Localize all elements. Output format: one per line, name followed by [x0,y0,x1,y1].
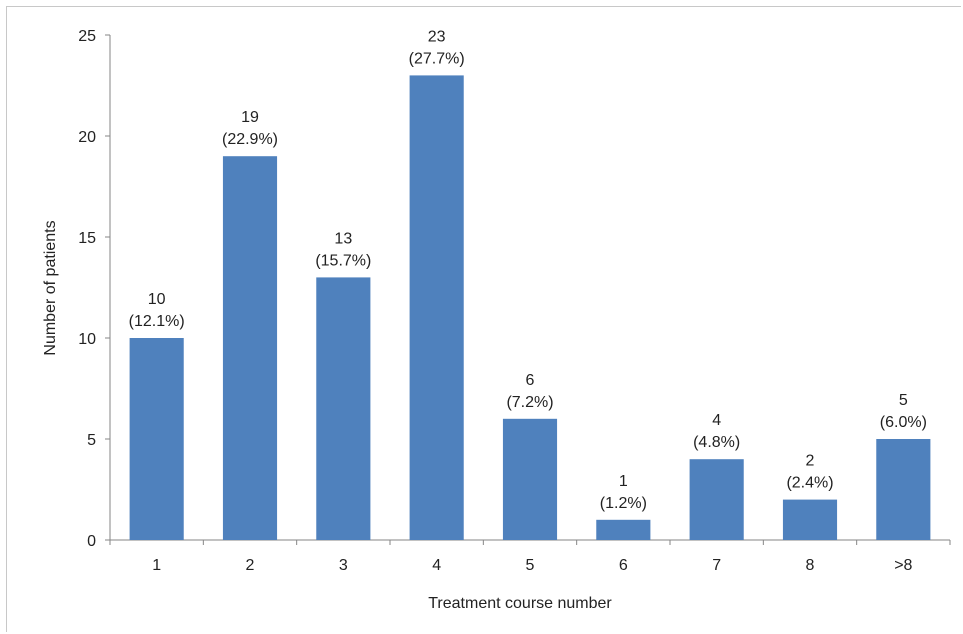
y-tick-label: 20 [78,129,96,146]
x-tick-label: 8 [806,557,815,574]
bar [409,75,464,541]
x-tick-label: >8 [894,557,912,574]
bar-percent-label: (4.8%) [693,434,740,451]
bar-percent-label: (12.1%) [129,313,185,330]
y-tick-label: 15 [78,230,96,247]
x-axis: 1 2 3 4 5 6 7 8 >8 [109,539,951,574]
y-axis: 0 5 10 15 20 25 [78,28,111,550]
x-tick-label: 4 [432,557,441,574]
bar-percent-label: (6.0%) [880,414,927,431]
bar [876,439,931,540]
x-axis-title: Treatment course number [428,595,612,612]
y-tick-label: 25 [78,28,96,45]
y-tick-label: 10 [78,331,96,348]
bar-value-label: 5 [899,392,908,409]
bar-value-label: 10 [148,291,166,308]
bar-value-label: 4 [712,412,721,429]
bar-percent-label: (27.7%) [409,50,465,67]
bar [222,156,278,540]
bar-value-label: 13 [334,230,352,247]
x-tick-label: 2 [246,557,255,574]
x-tick-label: 7 [712,557,721,574]
data-labels: 10 (12.1%) 19 (22.9%) 13 (15.7%) 23 (27.7%) 6 (7.… [129,28,927,511]
bar-value-label: 1 [619,473,628,490]
y-tick-label: 0 [87,533,96,550]
x-tick-label: 6 [619,557,628,574]
y-axis-title: Number of patients [42,220,59,355]
bar-percent-label: (22.9%) [222,131,278,148]
bar [502,418,558,540]
y-tick-label: 5 [87,432,96,449]
bar-value-label: 23 [428,28,446,45]
bar-percent-label: (15.7%) [315,252,371,269]
bar-percent-label: (7.2%) [506,394,553,411]
bar-percent-label: (1.2%) [600,495,647,512]
x-tick-label: 5 [526,557,535,574]
x-tick-label: 3 [339,557,348,574]
bars [129,75,931,541]
bar-percent-label: (2.4%) [786,475,833,492]
bar-value-label: 2 [806,453,815,470]
bar-value-label: 19 [241,109,259,126]
x-tick-label: 1 [152,557,161,574]
bar [689,459,744,540]
bar-value-label: 6 [526,372,535,389]
bar [782,499,838,540]
bar [596,519,651,540]
bar [129,338,184,540]
bar [316,277,371,540]
